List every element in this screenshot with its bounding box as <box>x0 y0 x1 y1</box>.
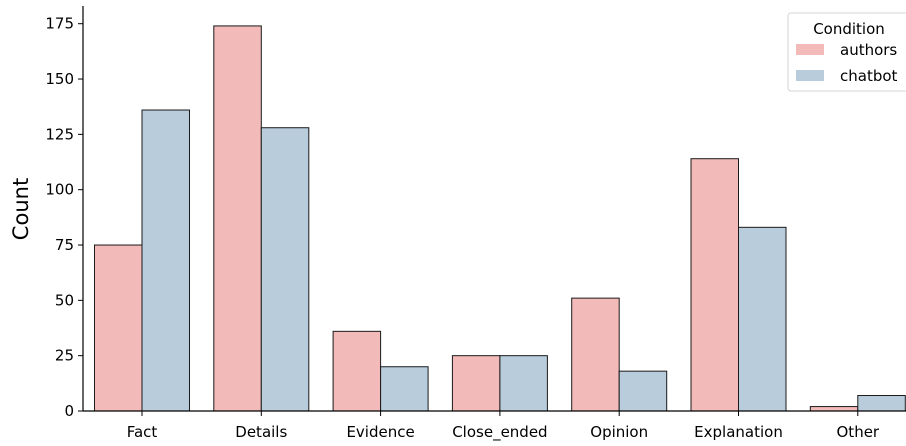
bar-other-chatbot <box>857 395 906 412</box>
bar-details-chatbot <box>260 127 310 412</box>
legend-swatch-chatbot <box>796 70 824 81</box>
y-tick-label-50: 50 <box>55 291 74 309</box>
x-tick-label-fact: Fact <box>127 423 158 441</box>
y-tick-label-75: 75 <box>55 236 74 254</box>
bar-evidence-authors <box>332 330 382 412</box>
axes: 0 25 50 75 100 125 150 175 Fact Details Evidence Cl… <box>45 6 906 442</box>
bars <box>94 25 906 412</box>
legend-label-authors: authors <box>840 41 897 59</box>
x-tick-label-other: Other <box>837 423 880 441</box>
bar-explanation-authors <box>690 158 739 412</box>
y-tick-label-100: 100 <box>45 181 74 199</box>
x-tick-label-evidence: Evidence <box>346 423 414 441</box>
legend-swatch-authors <box>796 44 824 55</box>
bar-fact-chatbot <box>141 109 190 412</box>
y-tick-label-25: 25 <box>55 347 74 365</box>
bar-close-ended-chatbot <box>499 355 548 412</box>
y-tick-label-150: 150 <box>45 70 74 88</box>
bar-opinion-authors <box>571 297 620 412</box>
x-tick-label-explanation: Explanation <box>694 423 783 441</box>
bar-details-authors <box>213 25 262 412</box>
x-tick-label-close-ended: Close_ended <box>452 423 547 442</box>
legend-label-chatbot: chatbot <box>840 67 898 85</box>
y-tick-label-175: 175 <box>45 15 74 33</box>
bar-fact-authors <box>94 244 143 412</box>
y-tick-label-0: 0 <box>64 402 74 420</box>
bar-close-ended-authors <box>451 355 501 412</box>
y-tick-label-125: 125 <box>45 125 74 143</box>
y-axis-title: Count <box>9 178 33 240</box>
bar-evidence-chatbot <box>380 366 429 412</box>
legend-title: Condition <box>813 20 885 38</box>
bar-explanation-chatbot <box>738 226 787 412</box>
legend: Condition authors chatbot <box>787 12 906 92</box>
bar-opinion-chatbot <box>618 370 668 412</box>
x-tick-label-opinion: Opinion <box>590 423 648 441</box>
x-tick-label-details: Details <box>235 423 287 441</box>
bar-other-authors <box>809 406 859 412</box>
